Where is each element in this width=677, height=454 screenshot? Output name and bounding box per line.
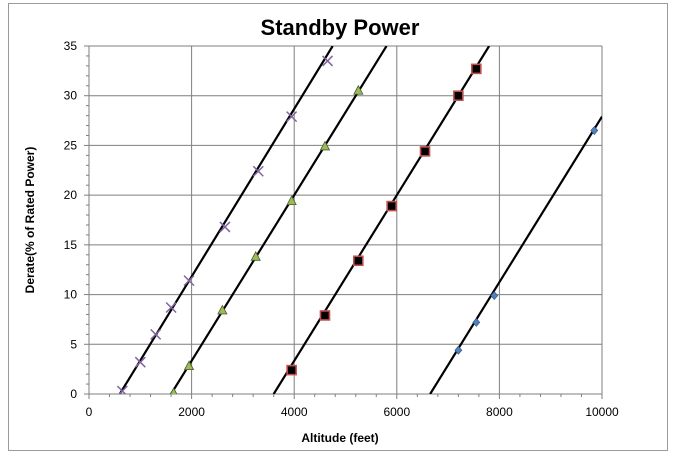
- data-point-triangle: [353, 84, 364, 95]
- trend-line: [272, 46, 491, 394]
- y-tick-label: 5: [70, 337, 77, 351]
- data-point-diamond: [454, 345, 463, 355]
- data-point-triangle: [170, 387, 178, 394]
- x-tick-label: 6000: [383, 405, 410, 419]
- y-tick-labels: 0 5 10 15 20 25 30 35: [64, 39, 78, 401]
- data-point-x: [165, 301, 177, 314]
- data-point-x: [322, 55, 334, 67]
- y-tick-label: 0: [70, 387, 77, 401]
- y-tick-label: 10: [64, 288, 78, 302]
- data-point-x: [150, 328, 162, 340]
- series-group: [116, 46, 602, 394]
- data-point-triangle: [217, 304, 228, 315]
- x-tick-label: 10000: [585, 405, 619, 419]
- data-point-diamond: [472, 317, 481, 327]
- x-axis-label: Altitude (feet): [301, 431, 378, 445]
- data-point-square: [386, 200, 397, 212]
- series-1: [116, 46, 334, 394]
- data-point-x: [118, 385, 128, 394]
- data-point-square: [419, 146, 431, 157]
- data-point-x: [286, 111, 298, 123]
- trend-line: [118, 46, 334, 394]
- y-tick-label: 35: [64, 39, 78, 53]
- data-point-square: [471, 63, 482, 75]
- y-axis-label: Derate(% of Rated Power): [23, 147, 37, 294]
- data-point-square: [286, 364, 297, 376]
- x-tick-label: 8000: [486, 405, 513, 419]
- trend-line: [170, 46, 388, 394]
- data-point-triangle: [250, 250, 261, 261]
- trend-line: [429, 116, 602, 394]
- data-point-diamond: [490, 291, 499, 301]
- data-point-diamond: [590, 126, 599, 135]
- data-point-x: [219, 221, 231, 233]
- x-tick-label: 0: [86, 405, 93, 419]
- data-point-square: [353, 255, 364, 267]
- data-point-triangle: [319, 140, 331, 151]
- series-2: [170, 46, 388, 394]
- chart-frame: [8, 3, 668, 451]
- axes: [84, 45, 603, 399]
- chart-title: Standby Power: [261, 15, 420, 40]
- data-point-square: [453, 90, 464, 102]
- data-point-x: [134, 356, 146, 368]
- data-point-triangle: [286, 195, 297, 206]
- x-tick-labels: 0 2000 4000 6000 8000 10000: [86, 405, 619, 419]
- data-point-x: [183, 275, 195, 287]
- y-tick-label: 25: [64, 138, 78, 152]
- x-tick-label: 2000: [178, 405, 205, 419]
- data-point-square: [319, 310, 331, 321]
- y-tick-label: 20: [64, 188, 78, 202]
- series-3: [272, 46, 491, 394]
- data-point-x: [252, 165, 264, 177]
- y-tick-label: 15: [64, 238, 78, 252]
- data-point-triangle: [183, 360, 195, 371]
- y-tick-label: 30: [64, 89, 78, 103]
- grid-lines: [89, 45, 603, 394]
- x-tick-label: 4000: [281, 405, 308, 419]
- series-4: [429, 116, 602, 394]
